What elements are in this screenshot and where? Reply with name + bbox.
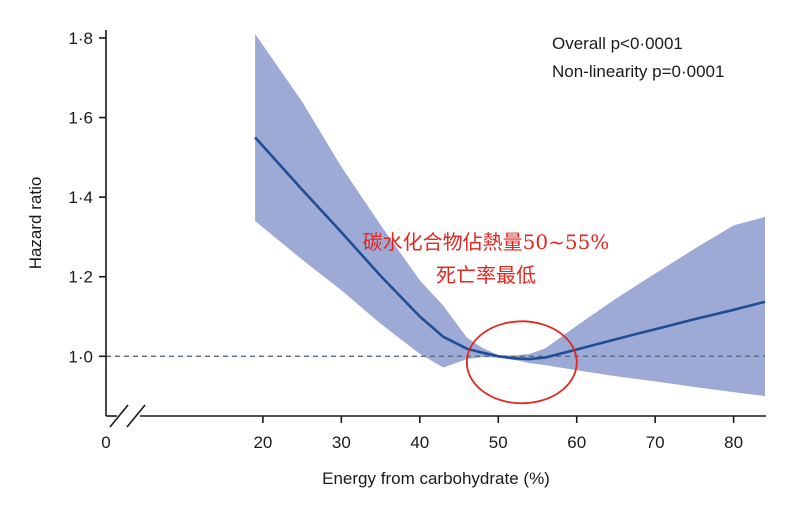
axis-break-mark-left [109,404,129,428]
y-tick-label: 1·2 [68,268,93,287]
confidence-band [255,34,765,397]
y-tick-label: 1·0 [68,347,93,366]
x-ticks: 0 20 30 40 50 60 70 80 [101,416,743,452]
axis-break-mark-right [126,404,146,428]
x-axis-label: Energy from carbohydrate (%) [322,469,550,488]
y-tick-label: 1·6 [68,109,93,128]
hazard-ratio-line [254,136,766,361]
x-tick-label: 80 [724,433,743,452]
x-tick-label: 0 [101,433,110,452]
x-tick-label: 70 [646,433,665,452]
axes [105,30,766,428]
x-tick-label: 30 [332,433,351,452]
x-tick-label: 50 [489,433,508,452]
x-tick-label: 20 [253,433,272,452]
x-tick-label: 60 [567,433,586,452]
annotation-highlight-ellipse [465,320,578,405]
non-linearity-p-value: Non-linearity p=0·0001 [552,62,724,81]
y-axis-label: Hazard ratio [26,177,45,270]
x-tick-label: 40 [410,433,429,452]
annotation-line-2: 死亡率最低 [436,263,536,287]
y-tick-label: 1·8 [68,29,93,48]
annotation-line-1: 碳水化合物佔熱量50~55% [363,230,610,254]
y-ticks: 1·0 1·2 1·4 1·6 1·8 [68,29,106,366]
overall-p-value: Overall p<0·0001 [552,34,683,53]
y-tick-label: 1·4 [68,188,93,207]
